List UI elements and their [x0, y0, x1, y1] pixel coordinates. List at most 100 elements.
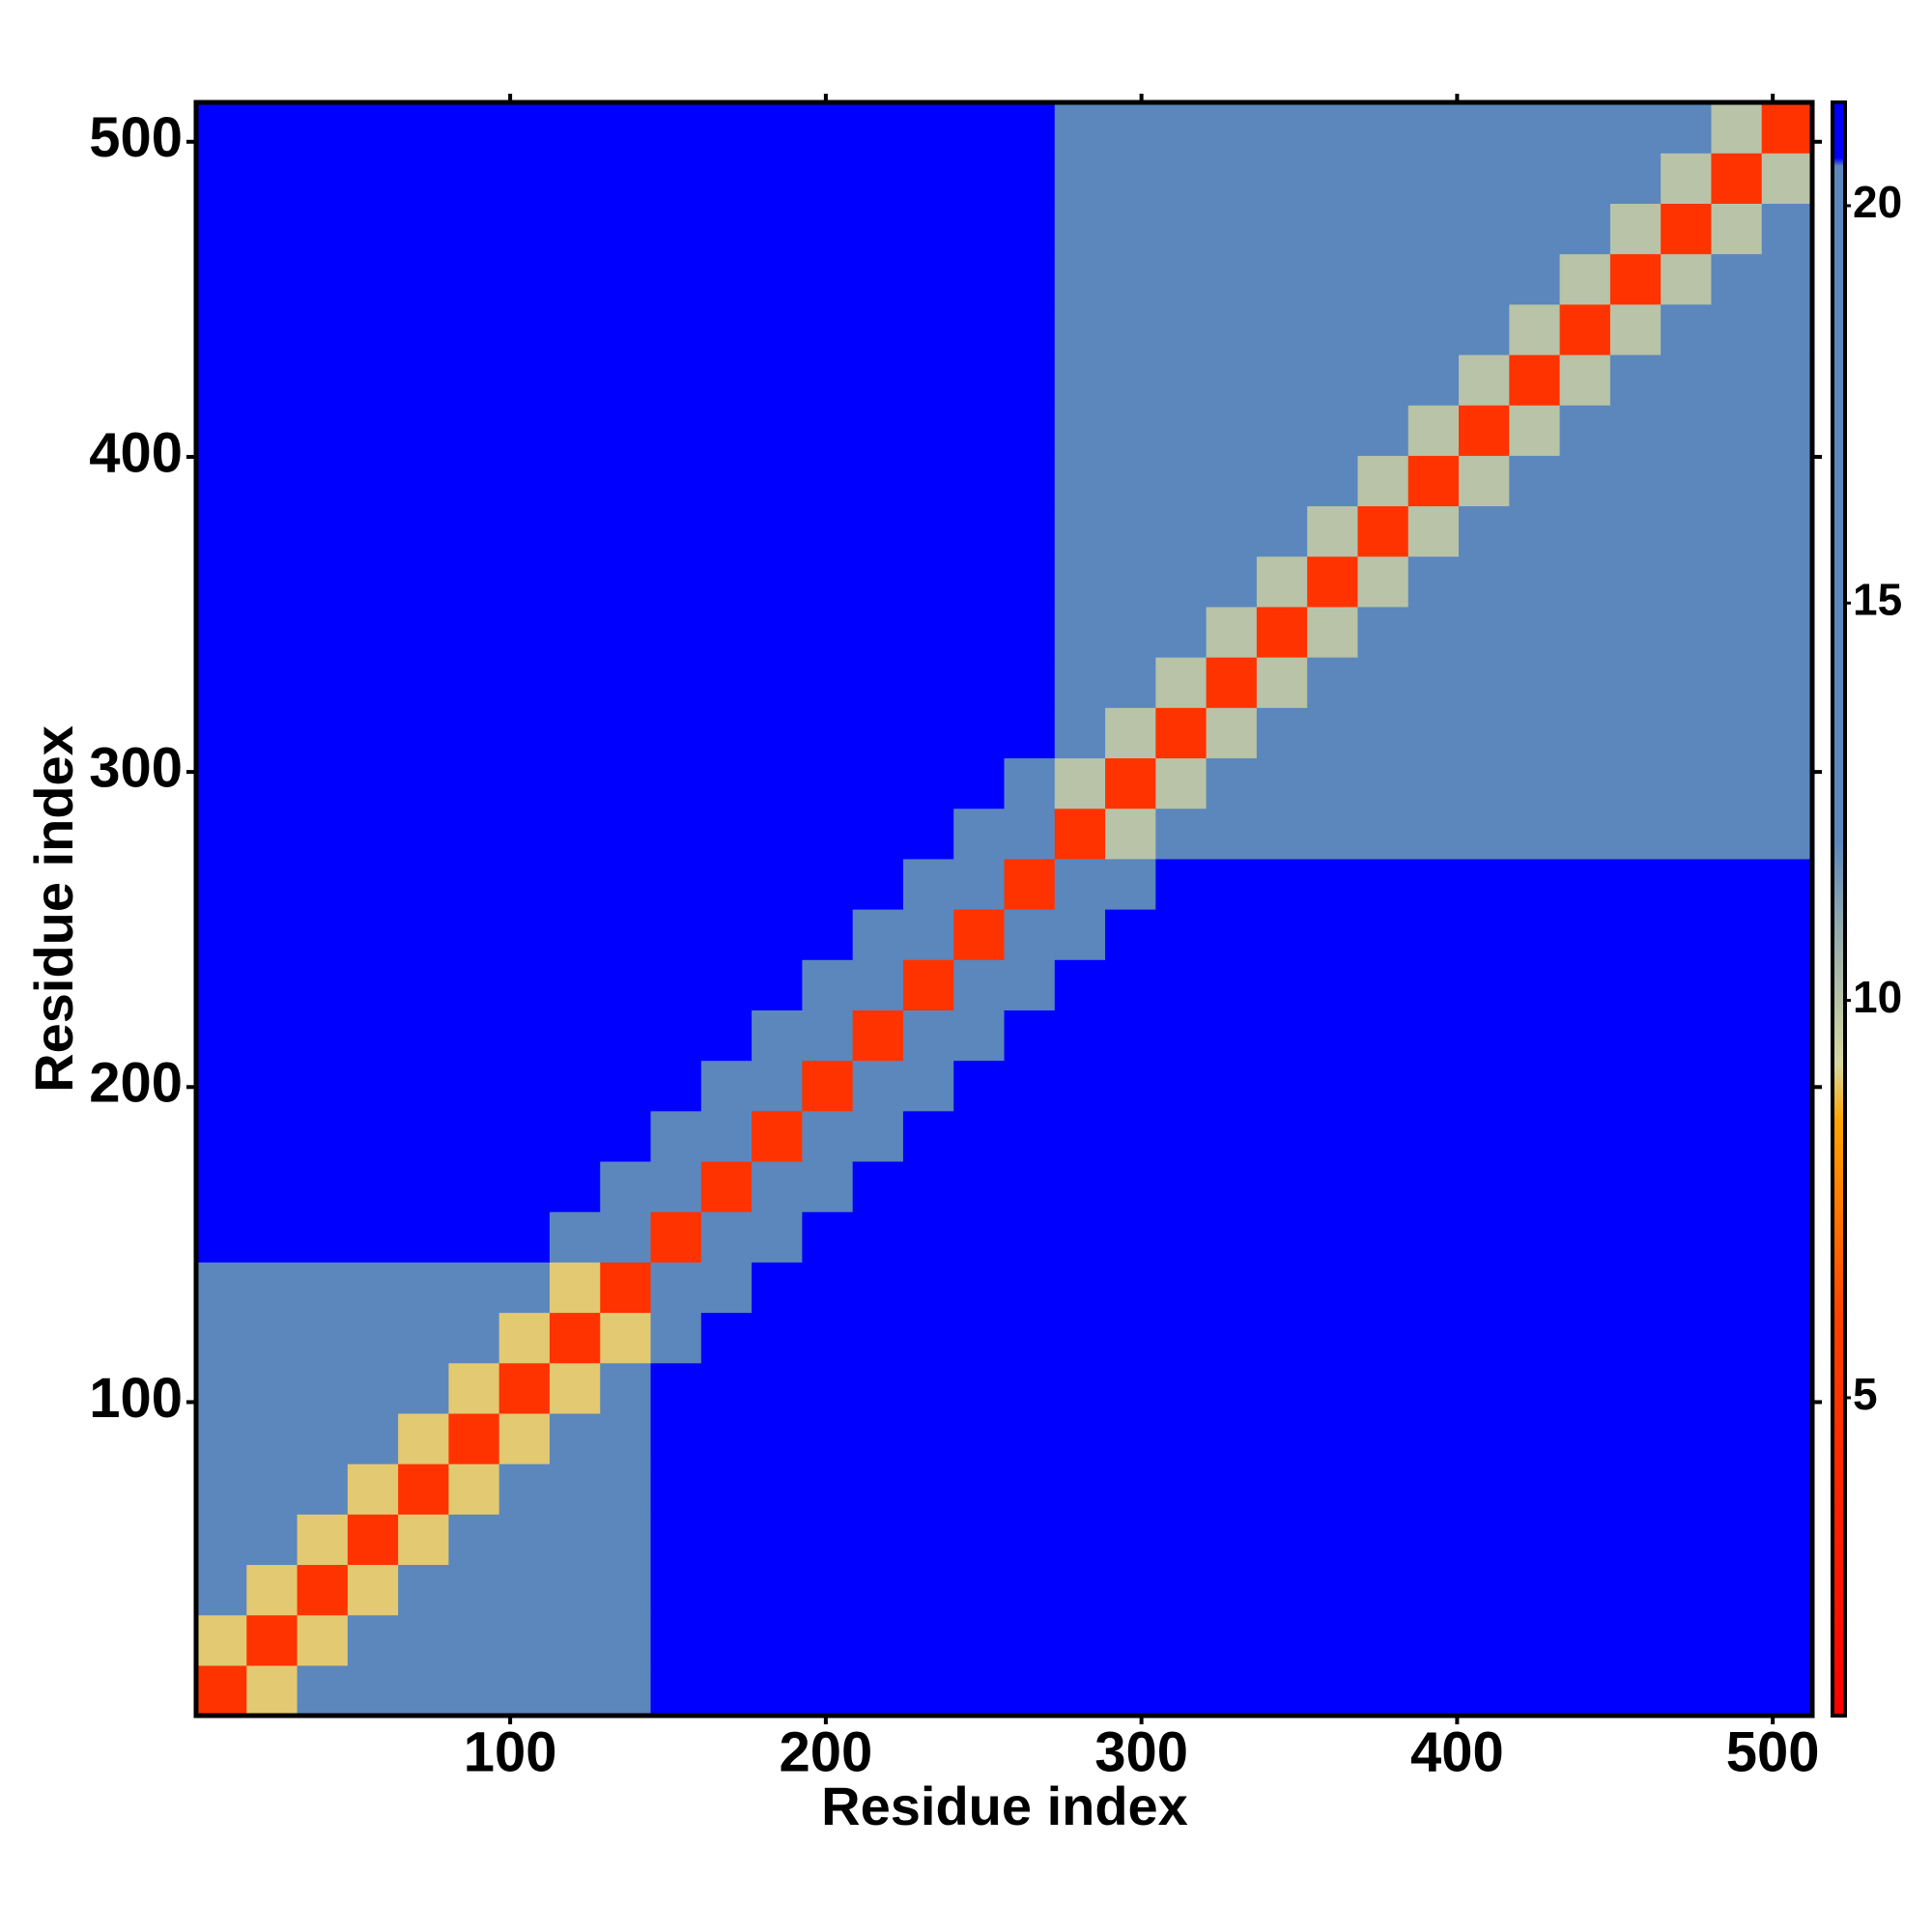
heatmap-cell — [802, 858, 854, 910]
heatmap-cell — [398, 1362, 450, 1414]
heatmap-cell — [650, 1514, 702, 1566]
y-tick-label: 200 — [89, 1052, 183, 1115]
heatmap-cell — [1357, 1614, 1409, 1666]
heatmap-cell — [448, 253, 500, 305]
heatmap-cell — [1105, 555, 1156, 608]
heatmap-cell — [1105, 808, 1156, 860]
heatmap-cell — [700, 1463, 753, 1515]
heatmap-cell — [902, 1262, 954, 1314]
heatmap-cell — [752, 1514, 803, 1566]
heatmap-cell — [1407, 657, 1460, 708]
y-axis-title: Residue index — [23, 725, 84, 1093]
heatmap-cell — [398, 1664, 450, 1717]
heatmap-cell — [1459, 606, 1510, 658]
heatmap-cell — [1661, 1564, 1713, 1616]
heatmap-cell — [1761, 606, 1813, 658]
heatmap-cell — [246, 1312, 298, 1364]
heatmap-cell — [1661, 1614, 1713, 1666]
heatmap-cell — [1307, 505, 1359, 557]
heatmap-cell — [1256, 555, 1308, 608]
heatmap-cell — [1711, 959, 1763, 1010]
heatmap-cell — [1155, 909, 1208, 960]
heatmap-cell — [498, 1262, 551, 1314]
heatmap-cell — [1509, 606, 1561, 658]
heatmap-cell — [1054, 1614, 1106, 1666]
heatmap-cell — [600, 757, 652, 810]
heatmap-cell — [1509, 354, 1561, 406]
heatmap-cell — [700, 1060, 753, 1112]
heatmap-cell — [448, 555, 500, 608]
heatmap-cell — [600, 1412, 652, 1464]
heatmap-cell — [1509, 657, 1561, 708]
heatmap-cell — [1407, 102, 1460, 154]
heatmap-cell — [1661, 203, 1713, 255]
heatmap-cell — [297, 505, 349, 557]
heatmap-cell — [650, 707, 702, 759]
heatmap-cell — [1509, 253, 1561, 305]
heatmap-cell — [1459, 1009, 1510, 1062]
heatmap-cell — [1004, 303, 1056, 355]
heatmap-cell — [802, 1514, 854, 1566]
heatmap-cell — [448, 757, 500, 810]
heatmap-cell — [852, 1211, 904, 1263]
heatmap-cell — [1459, 707, 1510, 759]
heatmap-cell — [1357, 1262, 1409, 1314]
heatmap-cell — [1155, 707, 1208, 759]
heatmap-cell — [1509, 505, 1561, 557]
heatmap-cell — [650, 1614, 702, 1666]
heatmap-cell — [902, 1362, 954, 1414]
heatmap-cell — [752, 1362, 803, 1414]
heatmap-cell — [1054, 1110, 1106, 1162]
heatmap-cell — [1711, 555, 1763, 608]
heatmap-cell — [802, 555, 854, 608]
heatmap-cell — [1307, 1160, 1359, 1212]
heatmap-cell — [246, 1262, 298, 1314]
heatmap-cell — [246, 303, 298, 355]
heatmap-cell — [802, 505, 854, 557]
heatmap-cell — [246, 555, 298, 608]
heatmap-cell — [448, 1312, 500, 1364]
heatmap-cell — [700, 1211, 753, 1263]
heatmap-cell — [752, 1614, 803, 1666]
heatmap-cell — [398, 303, 450, 355]
heatmap-cell — [1661, 1514, 1713, 1566]
heatmap-cell — [1307, 757, 1359, 810]
heatmap-cell — [1155, 1060, 1208, 1112]
heatmap-cell — [700, 1009, 753, 1062]
heatmap-cell — [297, 1160, 349, 1212]
heatmap-cell — [1761, 1262, 1813, 1314]
heatmap-cell — [802, 1614, 854, 1666]
y-tick-label: 400 — [89, 421, 183, 484]
heatmap-cell — [852, 606, 904, 658]
y-tick-label: 300 — [89, 736, 183, 799]
colorbar-tick-label: 10 — [1853, 972, 1902, 1022]
heatmap-cell — [1711, 1463, 1763, 1515]
heatmap-cell — [549, 1110, 601, 1162]
heatmap-cell — [700, 1412, 753, 1464]
heatmap-cell — [1206, 1362, 1258, 1414]
heatmap-cell — [953, 1564, 1006, 1616]
heatmap-cell — [1407, 1362, 1460, 1414]
heatmap-cell — [246, 1009, 298, 1062]
heatmap-cell — [1256, 1160, 1308, 1212]
heatmap-cell — [1609, 253, 1662, 305]
heatmap-cell — [1711, 606, 1763, 658]
heatmap-cell — [600, 153, 652, 204]
heatmap-cell — [902, 1664, 954, 1717]
heatmap-cell — [1459, 555, 1510, 608]
heatmap-cell — [1559, 959, 1611, 1010]
heatmap-cell — [196, 959, 247, 1010]
heatmap-cell — [1407, 1312, 1460, 1364]
heatmap-cell — [398, 959, 450, 1010]
heatmap-cell — [700, 959, 753, 1010]
heatmap-cell — [752, 153, 803, 204]
heatmap-cell — [1054, 405, 1106, 456]
heatmap-cell — [1559, 1664, 1611, 1717]
heatmap-cell — [902, 1614, 954, 1666]
heatmap-cell — [600, 203, 652, 255]
heatmap-cell — [902, 1412, 954, 1464]
heatmap-cell — [1004, 657, 1056, 708]
heatmap-cell — [953, 707, 1006, 759]
heatmap-cell — [1609, 303, 1662, 355]
heatmap-cell — [1206, 757, 1258, 810]
